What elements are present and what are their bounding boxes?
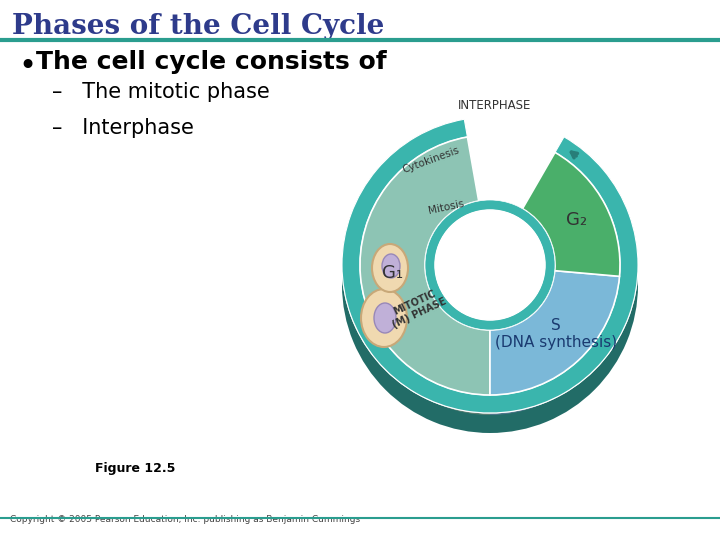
Ellipse shape [374, 303, 396, 333]
Circle shape [435, 210, 545, 320]
Polygon shape [439, 155, 451, 239]
Polygon shape [439, 153, 527, 191]
Text: S
(DNA synthesis): S (DNA synthesis) [495, 318, 617, 350]
Ellipse shape [372, 244, 408, 292]
Text: Mitosis: Mitosis [427, 199, 465, 217]
Circle shape [425, 220, 555, 350]
Text: INTERPHASE: INTERPHASE [459, 99, 531, 112]
Polygon shape [495, 171, 527, 247]
Wedge shape [523, 172, 620, 296]
Wedge shape [342, 137, 638, 433]
Polygon shape [439, 153, 527, 227]
Text: Cytokinesis: Cytokinesis [400, 145, 460, 175]
Wedge shape [360, 137, 490, 395]
Ellipse shape [382, 254, 400, 278]
Text: G₂: G₂ [566, 211, 587, 229]
Wedge shape [425, 200, 555, 330]
Text: Copyright © 2005 Pearson Education, Inc. publishing as Benjamin Cummings: Copyright © 2005 Pearson Education, Inc.… [10, 515, 360, 524]
Wedge shape [342, 117, 638, 413]
Wedge shape [360, 137, 490, 395]
Text: G₁: G₁ [382, 265, 403, 282]
Wedge shape [490, 291, 619, 415]
Text: –   The mitotic phase: – The mitotic phase [52, 82, 270, 102]
Wedge shape [461, 112, 569, 265]
Ellipse shape [361, 289, 407, 347]
Wedge shape [490, 271, 619, 395]
Circle shape [427, 222, 553, 348]
Text: The cell cycle consists of: The cell cycle consists of [36, 50, 387, 74]
Circle shape [435, 210, 545, 320]
Wedge shape [523, 152, 620, 276]
Polygon shape [451, 218, 495, 247]
Text: –   Interphase: – Interphase [52, 118, 194, 138]
Wedge shape [490, 271, 619, 395]
Text: •: • [18, 52, 36, 81]
Wedge shape [342, 119, 638, 413]
Text: Figure 12.5: Figure 12.5 [95, 462, 176, 475]
Wedge shape [360, 157, 490, 415]
Wedge shape [523, 152, 620, 276]
Wedge shape [425, 200, 555, 330]
Text: Phases of the Cell Cycle: Phases of the Cell Cycle [12, 13, 384, 40]
Text: MITOTIC
(M) PHASE: MITOTIC (M) PHASE [386, 286, 448, 330]
Polygon shape [439, 173, 527, 247]
